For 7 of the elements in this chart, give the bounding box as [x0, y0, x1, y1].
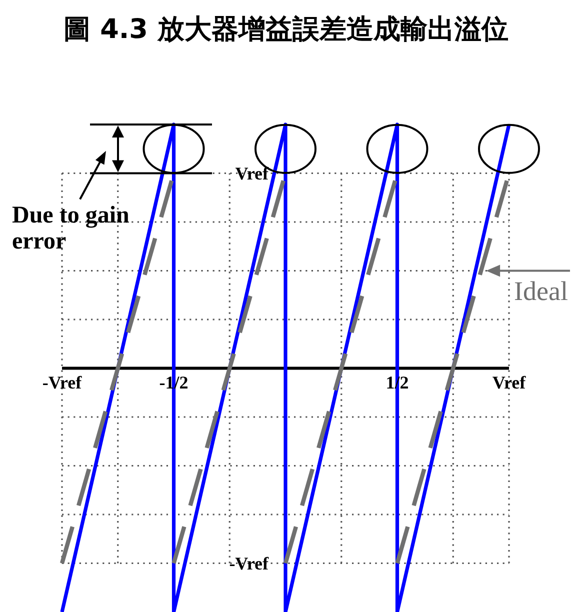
ref-line-label: Vref: [235, 164, 270, 184]
ref-line-label: -Vref: [229, 554, 270, 574]
x-tick-label: Vref: [492, 372, 527, 392]
x-tick-label: -Vref: [42, 372, 83, 392]
chart-title: 圖 4.3 放大器增益誤差造成輸出溢位: [64, 14, 508, 45]
legend-label: Ideal: [514, 276, 568, 306]
annotation: Due to gain error: [12, 202, 130, 254]
